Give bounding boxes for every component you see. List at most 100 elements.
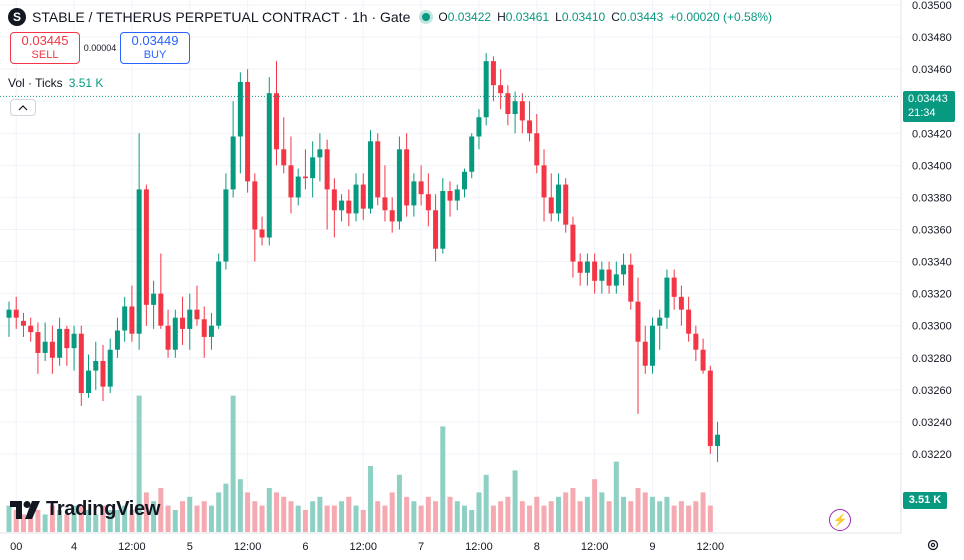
candle-body — [360, 184, 366, 209]
price-tick-label: 0.03380 — [912, 192, 952, 204]
candle — [657, 309, 663, 350]
candle-body — [353, 184, 359, 214]
market-status-icon[interactable] — [422, 13, 431, 21]
volume-bar — [527, 505, 533, 532]
candle-body — [649, 325, 655, 366]
volume-bar — [418, 505, 424, 532]
buy-price: 0.03449 — [131, 33, 179, 48]
volume-bar — [621, 496, 627, 532]
candle-body — [216, 261, 222, 326]
volume-bar — [382, 505, 388, 532]
candle-body — [172, 317, 178, 350]
candle — [180, 296, 186, 345]
candle — [295, 168, 301, 206]
volume-bar — [686, 505, 692, 532]
gear-icon[interactable] — [926, 538, 940, 552]
candle — [266, 77, 272, 246]
candle — [411, 173, 417, 217]
candle-body — [339, 200, 345, 211]
sell-price: 0.03445 — [21, 33, 69, 48]
candle-body — [396, 149, 402, 222]
volume-bar — [707, 505, 713, 532]
volume-bar — [201, 501, 207, 532]
candle-body — [143, 189, 149, 305]
candle-body — [715, 434, 721, 446]
candle — [382, 165, 388, 222]
candle — [288, 136, 294, 214]
candle — [541, 149, 547, 222]
collapse-legend-button[interactable] — [10, 99, 36, 116]
candle-body — [28, 325, 34, 333]
price-tick-label: 0.03280 — [912, 353, 952, 365]
volume-bar — [237, 479, 243, 532]
time-tick-label: 12:00 — [581, 541, 609, 553]
candle-body — [498, 85, 504, 94]
candle-body — [230, 136, 236, 190]
candle-body — [288, 165, 294, 198]
candle — [100, 344, 106, 402]
candle — [158, 253, 164, 329]
chart-header: S STABLE / TETHERUS PERPETUAL CONTRACT ·… — [8, 6, 772, 28]
volume-bar — [353, 505, 359, 532]
candle-body — [686, 309, 692, 334]
candle — [78, 325, 84, 406]
candle — [57, 317, 63, 366]
candle — [252, 173, 258, 262]
candle-body — [245, 81, 251, 182]
volume-bar — [642, 492, 648, 532]
candle — [20, 312, 26, 337]
symbol-title[interactable]: STABLE / TETHERUS PERPETUAL CONTRACT · 1… — [32, 9, 411, 25]
candle-body — [201, 319, 207, 337]
volume-bar — [411, 501, 417, 532]
volume-bar — [194, 505, 200, 532]
volume-bar — [143, 492, 149, 532]
candle — [447, 181, 453, 217]
change-value: +0.00020 (+0.58%) — [669, 10, 773, 24]
candle-body — [180, 317, 186, 329]
candle-body — [331, 189, 337, 211]
candle — [555, 173, 561, 222]
candle-body — [20, 320, 26, 326]
candle-body — [454, 189, 460, 201]
candle — [512, 91, 518, 134]
volume-bar — [505, 496, 511, 532]
candle — [440, 178, 446, 254]
candle-body — [49, 341, 55, 358]
volume-bars — [6, 395, 713, 532]
candle — [678, 285, 684, 326]
candle-body — [555, 184, 561, 214]
price-axis[interactable]: 0.035000.034800.034600.034400.034200.034… — [900, 0, 952, 533]
time-tick-label: 9 — [649, 541, 655, 553]
volume-legend[interactable]: Vol · Ticks 3.51 K — [8, 76, 103, 90]
time-axis[interactable]: 00 4 12:00 5 12:00 6 12:00 7 12:00 8 12:00 9 12:00 — [0, 532, 901, 553]
candle-body — [404, 149, 410, 206]
candle — [621, 253, 627, 286]
price-tick-label: 0.03340 — [912, 257, 952, 269]
candle-body — [317, 149, 323, 158]
tradingview-logo[interactable]: TradingView — [10, 498, 160, 521]
candle — [187, 293, 193, 350]
lightning-icon[interactable]: ⚡ — [829, 509, 851, 531]
candle — [519, 93, 525, 134]
candle — [505, 85, 511, 126]
candle — [151, 280, 157, 329]
candle-body — [469, 136, 475, 172]
candle — [368, 130, 373, 214]
candle — [469, 133, 475, 179]
candle — [223, 173, 229, 270]
sell-button[interactable]: 0.03445 SELL — [10, 32, 80, 64]
candle — [107, 338, 113, 394]
volume-bar — [281, 496, 287, 532]
buy-button[interactable]: 0.03449 BUY — [120, 32, 190, 64]
candle — [570, 216, 576, 278]
volume-bar — [122, 505, 128, 532]
candle-body — [100, 360, 106, 387]
candle — [302, 149, 308, 190]
candle-body — [86, 370, 92, 394]
volume-bar — [534, 496, 540, 532]
candle — [375, 133, 381, 206]
last-price-value: 0.03443 — [908, 93, 948, 105]
volume-bar — [13, 510, 19, 532]
candle — [35, 322, 41, 374]
